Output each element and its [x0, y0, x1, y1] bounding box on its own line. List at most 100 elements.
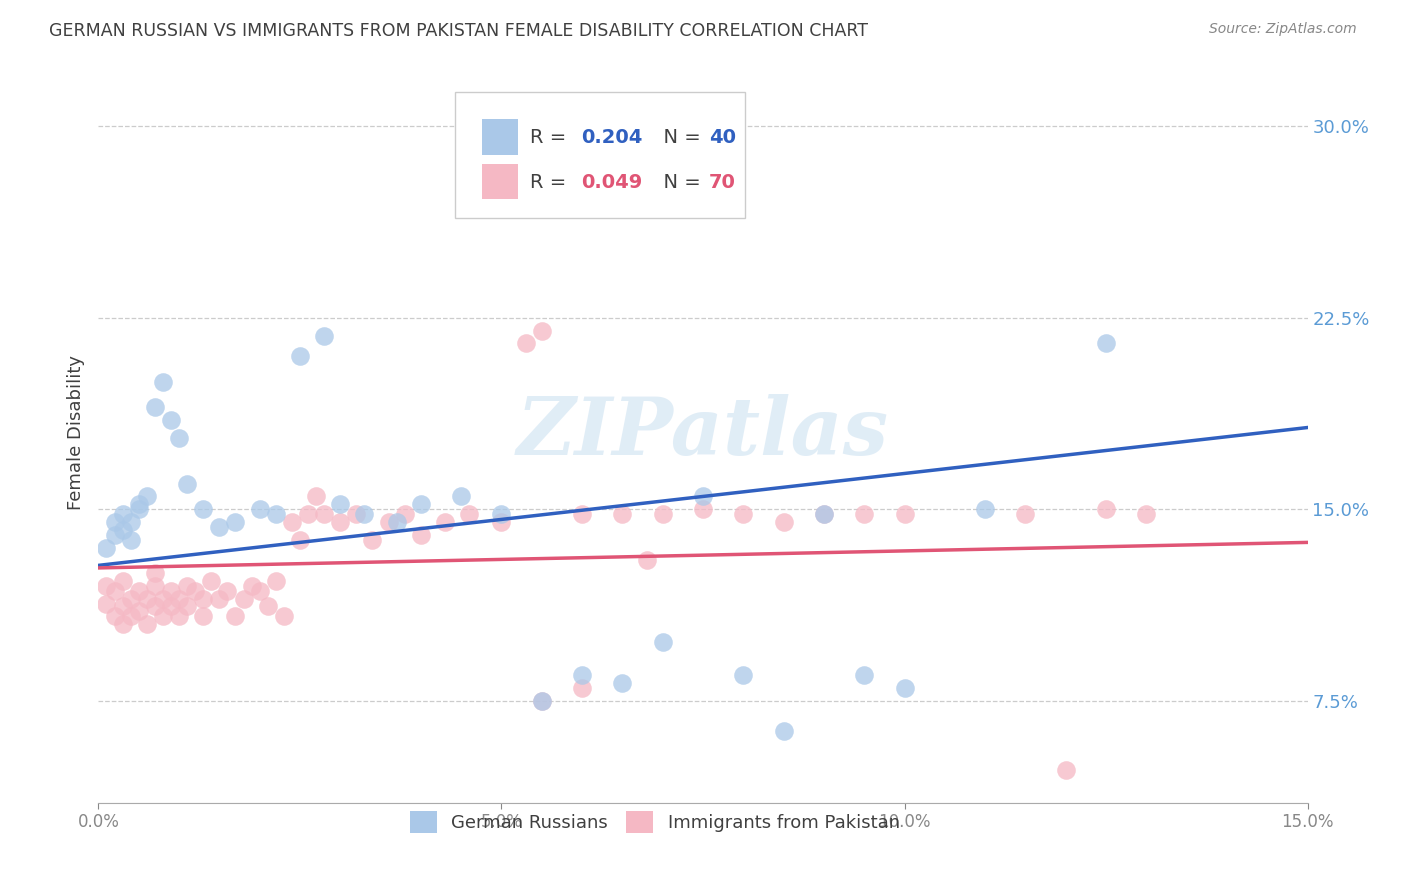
Point [264, 508, 287, 522]
Text: N =: N = [651, 128, 707, 147]
Point [612, 675, 634, 690]
Point [128, 583, 150, 598]
Point [135, 490, 157, 504]
FancyBboxPatch shape [482, 120, 517, 155]
Text: 0.204: 0.204 [581, 128, 643, 147]
Point [281, 515, 304, 529]
Point [344, 508, 367, 522]
Point [491, 515, 513, 529]
Point [120, 533, 142, 547]
Point [377, 515, 399, 529]
Point [96, 541, 118, 555]
Text: 70: 70 [709, 173, 735, 192]
Point [103, 583, 125, 598]
Point [128, 497, 150, 511]
Point [111, 617, 134, 632]
Point [651, 635, 673, 649]
Point [450, 490, 472, 504]
Point [249, 502, 271, 516]
Point [103, 515, 125, 529]
Text: ZIPatlas: ZIPatlas [517, 394, 889, 471]
Point [232, 591, 254, 606]
Point [571, 681, 593, 695]
Point [111, 508, 134, 522]
Point [491, 508, 513, 522]
Point [515, 336, 537, 351]
Point [193, 502, 215, 516]
Point [249, 583, 271, 598]
Point [571, 508, 593, 522]
Point [256, 599, 278, 614]
Point [143, 566, 166, 580]
Point [96, 597, 118, 611]
Point [184, 583, 207, 598]
Point [1014, 508, 1036, 522]
Point [143, 579, 166, 593]
Point [152, 375, 174, 389]
Point [264, 574, 287, 588]
Point [128, 604, 150, 618]
Point [353, 508, 375, 522]
Point [893, 681, 915, 695]
Point [103, 609, 125, 624]
Point [612, 508, 634, 522]
Point [530, 195, 553, 210]
Text: Source: ZipAtlas.com: Source: ZipAtlas.com [1209, 22, 1357, 37]
Point [152, 591, 174, 606]
Text: R =: R = [530, 173, 572, 192]
Point [385, 515, 408, 529]
Point [143, 400, 166, 414]
Text: GERMAN RUSSIAN VS IMMIGRANTS FROM PAKISTAN FEMALE DISABILITY CORRELATION CHART: GERMAN RUSSIAN VS IMMIGRANTS FROM PAKIST… [49, 22, 869, 40]
Point [458, 508, 481, 522]
Text: 0.049: 0.049 [581, 173, 643, 192]
Y-axis label: Female Disability: Female Disability [66, 355, 84, 510]
Point [530, 324, 553, 338]
Point [128, 502, 150, 516]
Point [135, 617, 157, 632]
Point [143, 599, 166, 614]
Point [733, 508, 755, 522]
Point [651, 508, 673, 522]
Point [176, 476, 198, 491]
Point [193, 609, 215, 624]
Point [176, 579, 198, 593]
Point [167, 431, 190, 445]
Point [120, 515, 142, 529]
Point [193, 591, 215, 606]
Point [571, 668, 593, 682]
Point [200, 574, 222, 588]
Point [167, 591, 190, 606]
Point [135, 591, 157, 606]
Point [314, 508, 336, 522]
Point [692, 502, 714, 516]
Point [1054, 763, 1077, 777]
Point [1135, 508, 1157, 522]
Point [224, 515, 246, 529]
Point [120, 591, 142, 606]
Text: R =: R = [530, 128, 572, 147]
Point [273, 609, 295, 624]
Point [240, 579, 263, 593]
Point [434, 515, 457, 529]
Point [394, 508, 416, 522]
Point [160, 599, 183, 614]
Point [772, 724, 794, 739]
Point [305, 490, 328, 504]
Point [329, 515, 352, 529]
Point [813, 508, 835, 522]
Point [329, 497, 352, 511]
Point [530, 694, 553, 708]
Point [361, 533, 384, 547]
FancyBboxPatch shape [482, 164, 517, 200]
Point [176, 599, 198, 614]
Point [297, 508, 319, 522]
Point [692, 490, 714, 504]
Point [1095, 336, 1118, 351]
Point [314, 328, 336, 343]
Point [813, 508, 835, 522]
Point [217, 583, 239, 598]
Point [409, 497, 432, 511]
Text: 40: 40 [709, 128, 737, 147]
Point [111, 574, 134, 588]
Point [409, 527, 432, 541]
